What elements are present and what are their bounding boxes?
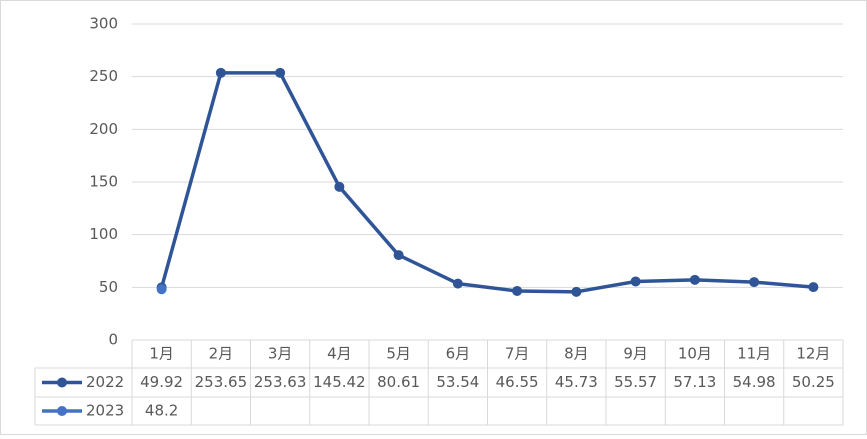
x-tick-label: 4月 <box>327 345 352 363</box>
x-tick-label: 7月 <box>505 345 530 363</box>
marker <box>156 284 167 295</box>
x-tick-label: 11月 <box>737 345 771 363</box>
marker <box>452 278 463 289</box>
y-tick-label: 150 <box>89 173 118 191</box>
table-value: 54.98 <box>733 373 776 391</box>
x-tick-label: 2月 <box>209 345 234 363</box>
legend-key-marker <box>57 406 67 416</box>
table-value: 49.92 <box>140 373 183 391</box>
legend-label: 2023 <box>86 402 124 420</box>
x-tick-label: 6月 <box>446 345 471 363</box>
x-tick-label: 3月 <box>268 345 293 363</box>
y-tick-label: 300 <box>89 15 118 33</box>
marker <box>512 285 523 296</box>
x-tick-label: 10月 <box>678 345 712 363</box>
y-tick-label: 200 <box>89 120 118 138</box>
x-tick-label: 9月 <box>623 345 648 363</box>
y-tick-label: 250 <box>89 67 118 85</box>
table-value: 57.13 <box>673 373 716 391</box>
y-tick-label: 0 <box>108 331 118 349</box>
series-line <box>159 71 814 294</box>
marker <box>808 282 819 293</box>
table-value: 145.42 <box>313 373 366 391</box>
x-tick-label: 8月 <box>564 345 589 363</box>
table-value: 253.63 <box>254 373 307 391</box>
y-tick-label: 50 <box>99 278 118 296</box>
marker <box>689 274 700 285</box>
table-value: 50.25 <box>792 373 835 391</box>
marker <box>275 67 286 78</box>
x-tick-label: 1月 <box>149 345 174 363</box>
y-tick-label: 100 <box>89 225 118 243</box>
legend-key-marker <box>57 377 67 388</box>
x-tick-label: 5月 <box>386 345 411 363</box>
legend-label: 2022 <box>86 373 124 391</box>
table-value: 53.54 <box>436 373 479 391</box>
table-value: 46.55 <box>496 373 539 391</box>
x-tick-label: 12月 <box>796 345 830 363</box>
table-value: 48.2 <box>145 402 178 420</box>
marker <box>215 67 226 78</box>
marker <box>393 250 404 261</box>
marker <box>334 181 345 192</box>
table-value: 55.57 <box>614 373 657 391</box>
marker <box>571 286 582 297</box>
marker <box>749 277 760 288</box>
table-value: 253.65 <box>195 373 248 391</box>
table-value: 45.73 <box>555 373 598 391</box>
table-value: 80.61 <box>377 373 420 391</box>
marker <box>630 276 641 287</box>
